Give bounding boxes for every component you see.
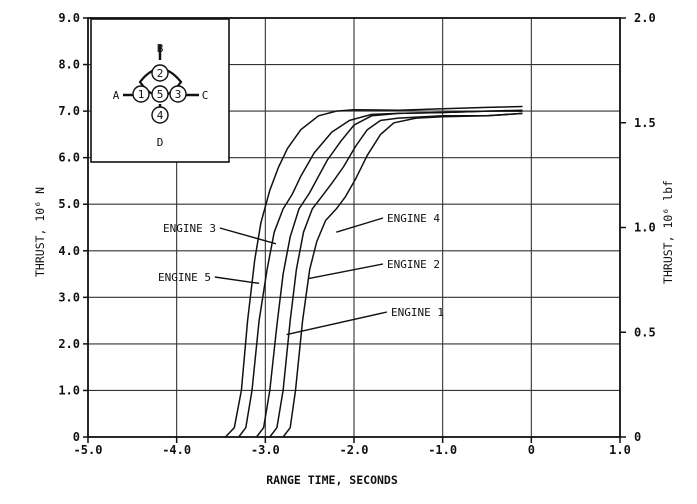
callout-engine-3: ENGINE 3 bbox=[163, 222, 216, 235]
inset-engine-3-label: 3 bbox=[175, 88, 182, 101]
inset-engine-1-label: 1 bbox=[138, 88, 145, 101]
callout-engine-2: ENGINE 2 bbox=[387, 258, 440, 271]
inset-engine-1 bbox=[132, 85, 150, 103]
inset-engine-2-label: 2 bbox=[157, 67, 164, 80]
callout-engine-4: ENGINE 4 bbox=[387, 212, 440, 225]
inset-letter-a: A bbox=[113, 89, 120, 102]
series-line-engine-5 bbox=[238, 109, 523, 438]
inset-engine-4 bbox=[151, 106, 169, 124]
inset-letter-c: C bbox=[202, 89, 209, 102]
callout-leader bbox=[219, 227, 277, 245]
x-tick-label: -3.0 bbox=[251, 443, 280, 457]
callout-leader bbox=[286, 311, 388, 336]
series-line-engine-1 bbox=[255, 110, 523, 438]
inset-letter-d: D bbox=[157, 136, 164, 149]
x-tick-label: 0 bbox=[528, 443, 535, 457]
series-line-engine-4 bbox=[269, 112, 523, 438]
tick-labels: 01.02.03.04.05.06.07.08.09.000.51.01.52.… bbox=[58, 11, 655, 457]
callout-leader bbox=[336, 217, 384, 233]
y-tick-label-right: 0.5 bbox=[634, 325, 656, 339]
y-tick-label-right: 0 bbox=[634, 430, 641, 444]
y-tick-label-left: 1.0 bbox=[58, 383, 80, 397]
y-axis-right-title: THRUST, 10⁶ lbf bbox=[661, 180, 675, 284]
y-tick-label-left: 0 bbox=[73, 430, 80, 444]
callout-leader bbox=[307, 263, 384, 280]
engine-callouts: ENGINE 3 ENGINE 5 ENGINE 4 ENGINE 2 ENGINE 1 bbox=[158, 212, 444, 336]
series-layer bbox=[224, 105, 523, 438]
inset-letter-b: B bbox=[157, 42, 164, 55]
y-tick-label-right: 2.0 bbox=[634, 11, 656, 25]
series-line-engine-2 bbox=[282, 112, 523, 438]
y-axis-left-title: THRUST, 10⁶ N bbox=[33, 187, 47, 277]
axes bbox=[83, 17, 626, 443]
y-tick-label-left: 4.0 bbox=[58, 244, 80, 258]
y-tick-label-right: 1.0 bbox=[634, 221, 656, 235]
inset-engine-3 bbox=[169, 85, 187, 103]
y-tick-label-left: 8.0 bbox=[58, 58, 80, 72]
x-tick-label: -1.0 bbox=[428, 443, 457, 457]
x-tick-label: -2.0 bbox=[340, 443, 369, 457]
inset-engine-2 bbox=[151, 64, 169, 82]
x-tick-label: -4.0 bbox=[162, 443, 191, 457]
y-tick-label-left: 5.0 bbox=[58, 197, 80, 211]
y-tick-label-left: 7.0 bbox=[58, 104, 80, 118]
y-tick-label-left: 9.0 bbox=[58, 11, 80, 25]
inset-engine-4-label: 4 bbox=[157, 109, 164, 122]
x-axis-title: RANGE TIME, SECONDS bbox=[266, 473, 398, 487]
callout-engine-1: ENGINE 1 bbox=[391, 306, 444, 319]
callout-leader bbox=[214, 276, 260, 285]
series-line-engine-3 bbox=[224, 105, 523, 438]
y-tick-label-left: 2.0 bbox=[58, 337, 80, 351]
inset-engine-5 bbox=[151, 85, 169, 103]
y-tick-label-left: 3.0 bbox=[58, 290, 80, 304]
callout-engine-5: ENGINE 5 bbox=[158, 271, 211, 284]
x-tick-label: -5.0 bbox=[74, 443, 103, 457]
y-tick-label-left: 6.0 bbox=[58, 151, 80, 165]
engine-layout-inset: 2 1 5 3 4 B A C D bbox=[90, 18, 230, 163]
inset-engine-5-label: 5 bbox=[157, 88, 164, 101]
y-tick-label-right: 1.5 bbox=[634, 116, 656, 130]
x-tick-label: 1.0 bbox=[609, 443, 631, 457]
